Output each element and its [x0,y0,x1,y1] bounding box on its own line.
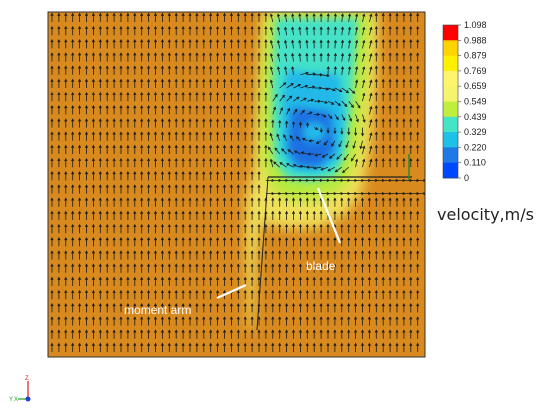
colorbar-swatch [443,70,458,87]
plot-border [47,11,426,358]
colorbar-tick-label: 0.988 [464,35,487,45]
moment-arm-line [256,176,269,331]
contour-lightblue-core [302,122,326,142]
colorbar-tick-label: 0.220 [464,142,487,152]
blade-label: blade [306,259,336,273]
colorbar-title: velocity,m/s [437,205,534,224]
velocity-arrow-field [50,12,425,352]
colorbar-swatches [443,25,458,179]
colorbar-tick-label: 0.439 [464,112,487,122]
colorbar: 1.098 0.988 0.879 0.769 0.659 0.549 0.439 0.329… [442,20,487,183]
colorbar-tick-label: 0.879 [464,51,487,61]
colorbar-swatch [443,25,458,41]
colorbar-tick-label: 0.110 [464,158,486,168]
colorbar-swatch [443,101,458,118]
axis-triad: Z Y X [9,376,31,403]
blade-pointer [316,187,342,244]
colorbar-tick-label: 0.659 [464,81,487,91]
colorbar-tick-label: 1.098 [464,20,487,30]
colorbar-swatch [443,132,458,148]
velocity-vectors [50,12,425,352]
colorbar-swatch [443,86,458,102]
colorbar-swatch [443,116,458,133]
triad-y-label: Y [9,397,13,403]
colorbar-tick-labels: 1.098 0.988 0.879 0.769 0.659 0.549 0.439 0.329… [458,20,487,183]
triad-origin [25,396,31,402]
triad-x-label: X [14,397,18,403]
colorbar-tick-label: 0.769 [464,66,487,76]
colorbar-swatch [443,162,458,179]
colorbar-tick-label: 0.549 [464,97,487,107]
colorbar-tick-label: 0 [464,173,469,183]
colorbar-tick-label: 0.329 [464,127,487,137]
colorbar-swatch [443,55,458,72]
velocity-contour-plot [48,12,425,357]
moment-arm-label: moment arm [124,303,191,317]
moment-arm-pointer [216,283,247,300]
colorbar-swatch [443,147,458,164]
colorbar-swatch [443,40,458,56]
triad-z-label: Z [25,376,29,382]
